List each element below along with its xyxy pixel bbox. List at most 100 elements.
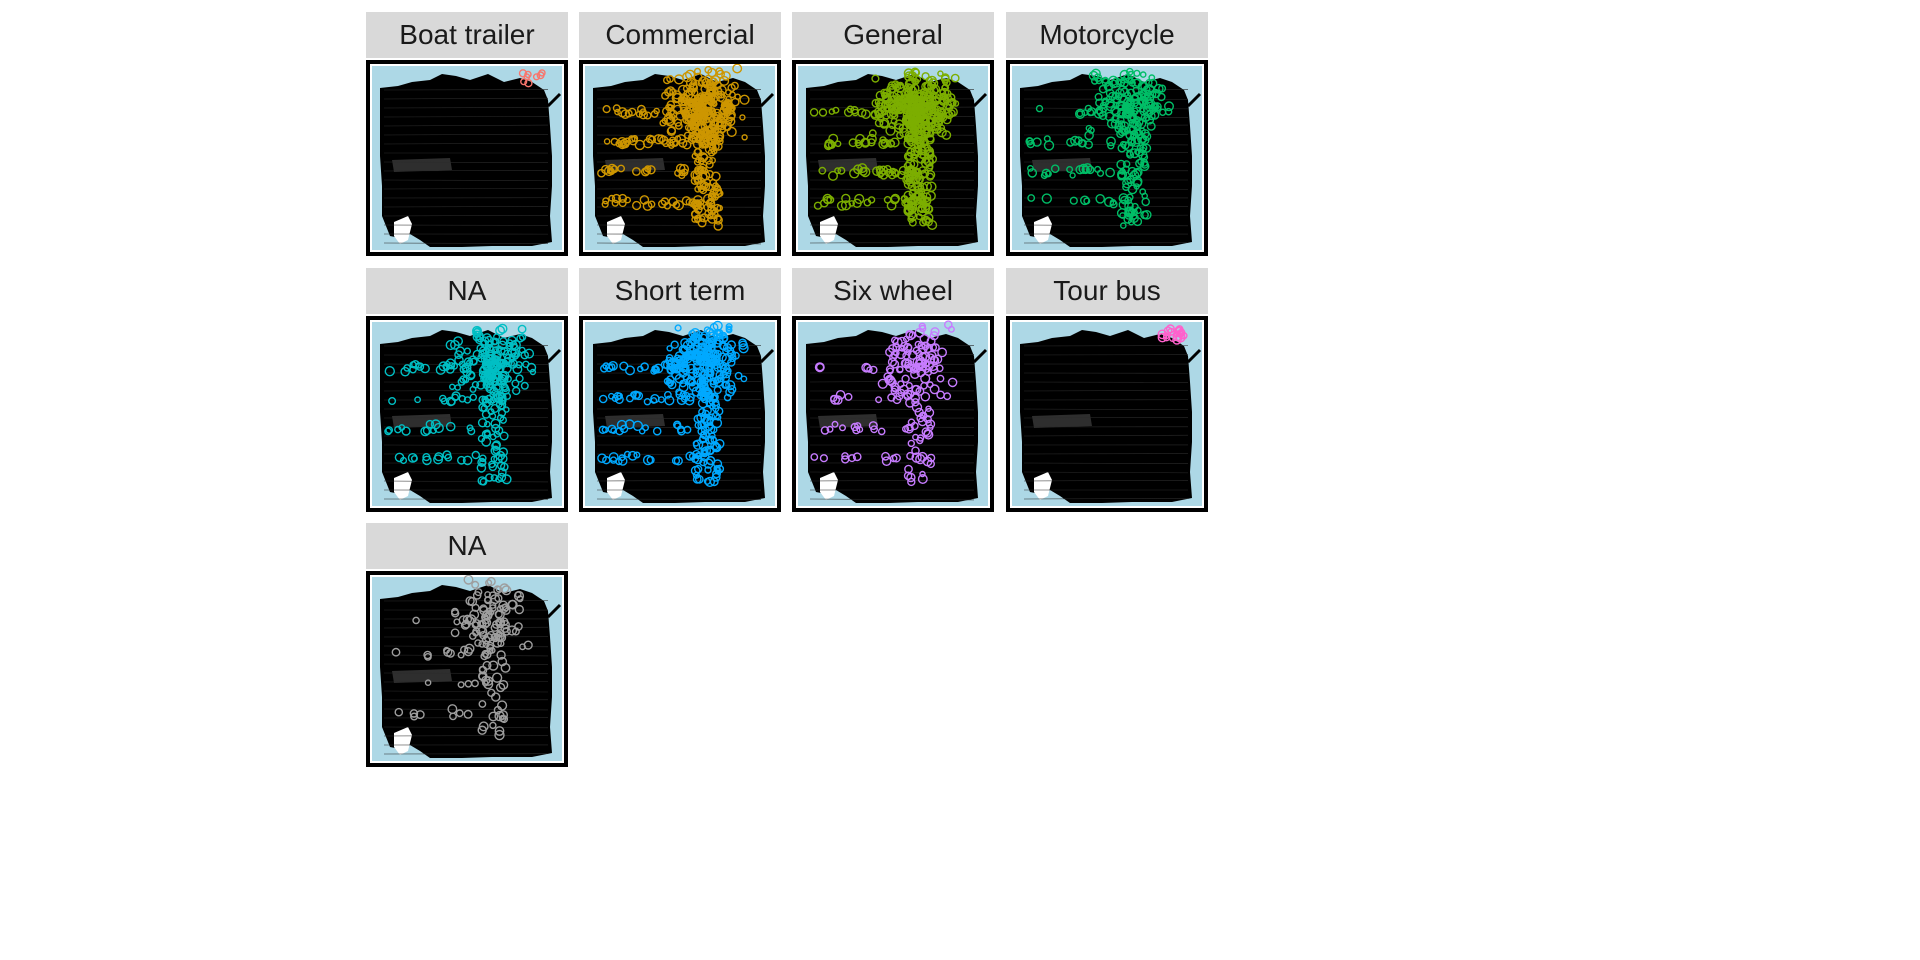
citation-point [875,396,883,404]
citation-point [704,466,712,474]
citation-point [1084,140,1094,150]
citation-point [524,79,533,88]
citation-point [726,346,735,355]
citation-point [916,436,924,445]
citation-point [694,421,703,429]
citation-point [671,363,681,374]
citation-point [829,394,838,403]
facet-panel: Boat trailer [366,12,568,256]
citation-point [495,618,502,626]
citation-point [1093,108,1104,119]
citation-point [674,135,682,142]
citation-point [904,71,915,82]
citation-point [895,349,906,360]
pier [972,92,988,108]
citation-point [607,424,617,434]
citation-point [689,82,698,92]
citation-point [709,377,718,386]
citation-point [497,392,507,402]
citation-point [516,334,525,343]
citation-point [501,585,512,596]
citation-point [692,440,700,447]
citation-point [478,672,487,681]
citation-point [484,340,493,349]
citation-point [611,199,619,207]
citation-point [1126,150,1135,159]
citation-point [809,108,819,117]
citation-point [1164,107,1173,116]
citation-point [624,196,631,204]
citation-point [511,352,520,360]
citation-point [627,450,638,461]
citation-point [1163,101,1174,112]
citation-point [651,365,661,374]
citation-point [853,164,863,175]
citation-point [725,380,736,391]
citation-point [819,454,829,463]
citation-point [688,119,699,130]
citation-point [920,169,930,178]
citation-point [490,474,499,482]
panel-border [792,60,994,256]
citation-point [478,619,487,628]
citation-point [906,389,915,399]
citation-point [1154,105,1162,113]
citation-point [1090,68,1101,79]
citation-point [650,368,658,375]
citation-point [697,152,709,163]
citation-point [921,341,929,349]
citation-point [699,213,709,223]
citation-point [906,78,917,89]
citation-point [1078,163,1089,175]
citation-point [1139,135,1147,143]
pier [972,348,988,364]
citation-point [1114,92,1123,101]
citation-point [700,425,710,435]
citation-point [486,576,496,587]
citation-point [839,424,847,432]
citation-point [633,390,642,399]
citation-point [490,632,500,643]
citation-point [852,426,861,435]
citation-point [913,167,921,175]
citation-point [493,454,503,464]
citation-point [668,113,676,121]
facet-strip-label: NA [366,268,568,314]
citation-point [469,357,478,366]
facet-map [579,316,781,512]
park-area [1032,414,1092,428]
citation-point [889,95,898,103]
citation-point [492,367,500,376]
lake-area [820,472,838,500]
facet-panel: Short term [579,268,781,512]
map-svg [366,571,568,767]
citation-point [841,452,849,460]
citation-point [643,397,652,406]
pier [759,348,775,364]
facet-map [366,316,568,512]
citation-point [701,348,709,356]
citation-point [702,339,710,348]
panel-border [579,316,781,512]
citation-point [663,202,672,210]
citation-point [713,81,722,90]
citation-point [1114,121,1124,130]
citation-point [683,354,693,364]
pier [759,92,775,108]
citation-point [1095,106,1104,115]
citation-point [1066,137,1075,147]
street-grid [383,89,549,244]
citation-point [713,329,723,340]
citation-point [608,194,616,202]
citation-point [709,157,717,164]
citation-point [700,127,708,136]
citation-point [933,113,943,124]
citation-point [1117,85,1128,96]
citation-point [702,106,710,114]
citation-point [494,729,505,741]
citation-point [681,110,691,120]
citation-point [610,137,619,146]
citation-point [936,127,947,138]
citation-point [916,413,925,423]
citation-point [871,74,880,83]
